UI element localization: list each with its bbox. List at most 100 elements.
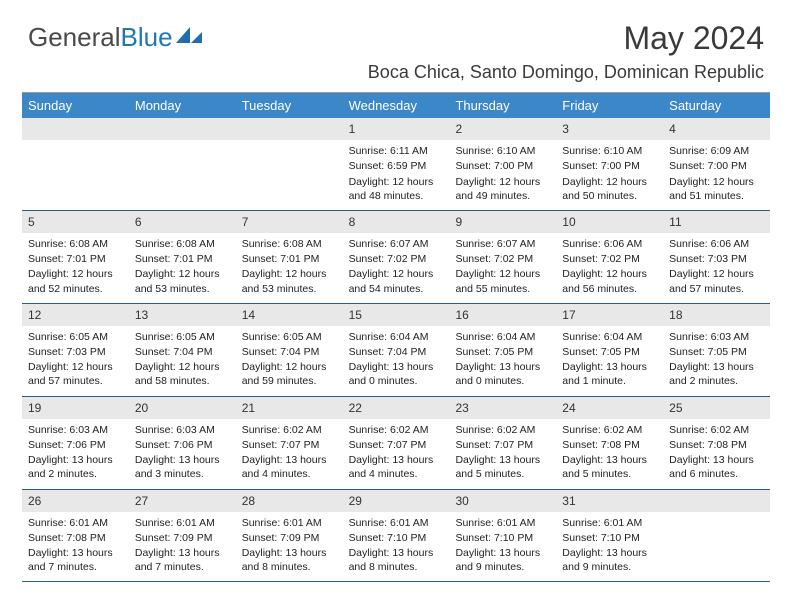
sunrise-line: Sunrise: 6:11 AM [349,144,444,158]
sunset-line: Sunset: 7:03 PM [669,252,764,266]
day-number: 14 [236,304,343,326]
daylight-line: Daylight: 13 hours and 2 minutes. [669,360,764,388]
page-title: May 2024 [623,20,764,57]
calendar-grid: SundayMondayTuesdayWednesdayThursdayFrid… [22,92,770,582]
calendar-day: 16Sunrise: 6:04 AMSunset: 7:05 PMDayligh… [449,304,556,396]
sunset-line: Sunset: 7:05 PM [562,345,657,359]
sunset-line: Sunset: 7:06 PM [28,438,123,452]
calendar-day: 30Sunrise: 6:01 AMSunset: 7:10 PMDayligh… [449,490,556,582]
sunrise-line: Sunrise: 6:08 AM [242,237,337,251]
day-details: Sunrise: 6:03 AMSunset: 7:06 PMDaylight:… [22,419,129,489]
calendar-day: 3Sunrise: 6:10 AMSunset: 7:00 PMDaylight… [556,118,663,210]
logo-triangle-icon [176,25,202,43]
day-details: Sunrise: 6:10 AMSunset: 7:00 PMDaylight:… [556,140,663,210]
day-details: Sunrise: 6:08 AMSunset: 7:01 PMDaylight:… [236,233,343,303]
day-details: Sunrise: 6:02 AMSunset: 7:08 PMDaylight:… [663,419,770,489]
daylight-line: Daylight: 12 hours and 52 minutes. [28,267,123,295]
sunrise-line: Sunrise: 6:06 AM [562,237,657,251]
day-number: 29 [343,490,450,512]
day-number: 25 [663,397,770,419]
daylight-line: Daylight: 13 hours and 7 minutes. [135,546,230,574]
day-number: 17 [556,304,663,326]
day-details: Sunrise: 6:01 AMSunset: 7:10 PMDaylight:… [556,512,663,582]
sunrise-line: Sunrise: 6:01 AM [135,516,230,530]
sunset-line: Sunset: 7:04 PM [242,345,337,359]
calendar-day: 7Sunrise: 6:08 AMSunset: 7:01 PMDaylight… [236,211,343,303]
calendar-day: 11 Sunrise: 6:06 AMSunset: 7:03 PMDayligh… [663,211,770,303]
sunset-line: Sunset: 7:09 PM [242,531,337,545]
day-number: 8 [343,211,450,233]
daylight-line: Daylight: 13 hours and 9 minutes. [562,546,657,574]
calendar-day: 26Sunrise: 6:01 AMSunset: 7:08 PMDayligh… [22,490,129,582]
day-details: Sunrise: 6:10 AMSunset: 7:00 PMDaylight:… [449,140,556,210]
day-number: 3 [556,118,663,140]
day-number: 9 [449,211,556,233]
day-details: Sunrise: 6:08 AMSunset: 7:01 PMDaylight:… [129,233,236,303]
daylight-line: Daylight: 13 hours and 2 minutes. [28,453,123,481]
sunrise-line: Sunrise: 6:02 AM [562,423,657,437]
daylight-line: Daylight: 13 hours and 6 minutes. [669,453,764,481]
calendar-day [236,118,343,210]
brand-part1: General [28,22,121,53]
calendar-day: 18 Sunrise: 6:03 AMSunset: 7:05 PMDayligh… [663,304,770,396]
daylight-line: Daylight: 13 hours and 0 minutes. [455,360,550,388]
calendar-week: 26Sunrise: 6:01 AMSunset: 7:08 PMDayligh… [22,490,770,583]
sunset-line: Sunset: 7:01 PM [242,252,337,266]
daylight-line: Daylight: 12 hours and 57 minutes. [669,267,764,295]
day-details: Sunrise: 6:07 AMSunset: 7:02 PMDaylight:… [343,233,450,303]
sunset-line: Sunset: 7:00 PM [562,159,657,173]
sunset-line: Sunset: 7:03 PM [28,345,123,359]
sunrise-line: Sunrise: 6:02 AM [669,423,764,437]
day-number: 7 [236,211,343,233]
daylight-line: Daylight: 12 hours and 57 minutes. [28,360,123,388]
day-number: 30 [449,490,556,512]
day-number: 18 [663,304,770,326]
day-number: 21 [236,397,343,419]
sunset-line: Sunset: 7:00 PM [669,159,764,173]
day-details: Sunrise: 6:04 AMSunset: 7:05 PMDaylight:… [556,326,663,396]
sunrise-line: Sunrise: 6:03 AM [669,330,764,344]
sunset-line: Sunset: 7:07 PM [455,438,550,452]
sunset-line: Sunset: 7:02 PM [562,252,657,266]
calendar-day: 6Sunrise: 6:08 AMSunset: 7:01 PMDaylight… [129,211,236,303]
daylight-line: Daylight: 13 hours and 0 minutes. [349,360,444,388]
day-number: 2 [449,118,556,140]
day-details: Sunrise: 6:06 AMSunset: 7:02 PMDaylight:… [556,233,663,303]
day-number: 28 [236,490,343,512]
sunset-line: Sunset: 7:00 PM [455,159,550,173]
daylight-line: Daylight: 12 hours and 49 minutes. [455,175,550,203]
daylight-line: Daylight: 13 hours and 8 minutes. [349,546,444,574]
day-number: 16 [449,304,556,326]
day-number: 12 [22,304,129,326]
sunrise-line: Sunrise: 6:04 AM [349,330,444,344]
calendar-day: 27Sunrise: 6:01 AMSunset: 7:09 PMDayligh… [129,490,236,582]
day-number: 1 [343,118,450,140]
calendar-day: 23Sunrise: 6:02 AMSunset: 7:07 PMDayligh… [449,397,556,489]
daylight-line: Daylight: 13 hours and 9 minutes. [455,546,550,574]
day-number: 20 [129,397,236,419]
daylight-line: Daylight: 13 hours and 4 minutes. [349,453,444,481]
sunset-line: Sunset: 7:10 PM [562,531,657,545]
sunrise-line: Sunrise: 6:03 AM [135,423,230,437]
sunrise-line: Sunrise: 6:03 AM [28,423,123,437]
sunset-line: Sunset: 7:07 PM [349,438,444,452]
sunrise-line: Sunrise: 6:02 AM [349,423,444,437]
day-number: 11 [663,211,770,233]
sunset-line: Sunset: 7:10 PM [349,531,444,545]
calendar-day: 19Sunrise: 6:03 AMSunset: 7:06 PMDayligh… [22,397,129,489]
sunrise-line: Sunrise: 6:05 AM [242,330,337,344]
sunrise-line: Sunrise: 6:06 AM [669,237,764,251]
calendar-day: 24Sunrise: 6:02 AMSunset: 7:08 PMDayligh… [556,397,663,489]
day-number: 15 [343,304,450,326]
day-details: Sunrise: 6:09 AMSunset: 7:00 PMDaylight:… [663,140,770,210]
daylight-line: Daylight: 12 hours and 54 minutes. [349,267,444,295]
calendar-day: 25Sunrise: 6:02 AMSunset: 7:08 PMDayligh… [663,397,770,489]
sunset-line: Sunset: 7:04 PM [349,345,444,359]
calendar-week: 1Sunrise: 6:11 AMSunset: 6:59 PMDaylight… [22,118,770,211]
daylight-line: Daylight: 12 hours and 50 minutes. [562,175,657,203]
sunrise-line: Sunrise: 6:08 AM [28,237,123,251]
day-number: 24 [556,397,663,419]
sunset-line: Sunset: 7:05 PM [669,345,764,359]
sunrise-line: Sunrise: 6:04 AM [562,330,657,344]
daylight-line: Daylight: 12 hours and 48 minutes. [349,175,444,203]
